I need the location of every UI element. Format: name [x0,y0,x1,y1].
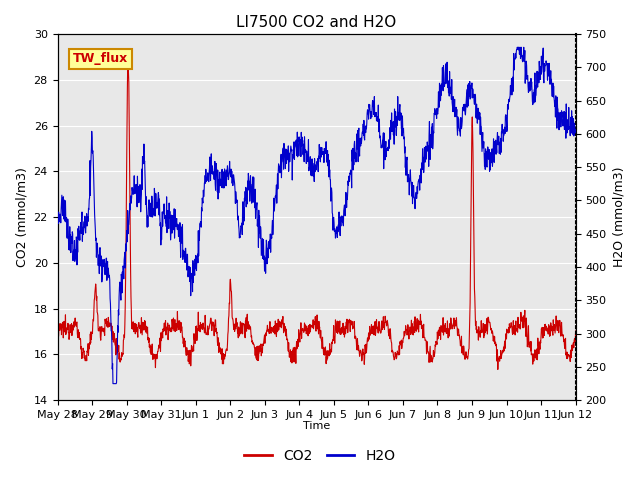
Text: TW_flux: TW_flux [73,52,128,65]
Title: LI7500 CO2 and H2O: LI7500 CO2 and H2O [236,15,397,30]
X-axis label: Time: Time [303,421,330,432]
Y-axis label: CO2 (mmol/m3): CO2 (mmol/m3) [15,167,28,267]
Y-axis label: H2O (mmol/m3): H2O (mmol/m3) [612,167,625,267]
Legend: CO2, H2O: CO2, H2O [239,443,401,468]
